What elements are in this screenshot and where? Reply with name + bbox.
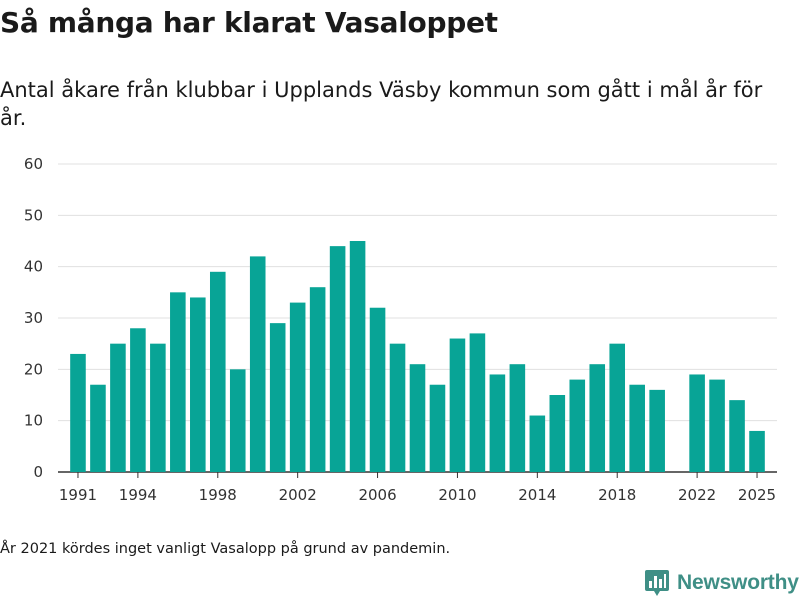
x-tick-label: 2002 (279, 486, 317, 504)
bar-1991: 1991: 23 (70, 353, 86, 472)
bar-1998: 1998: 39 (209, 271, 226, 472)
y-tick-label: 40 (24, 258, 43, 276)
bar-1992: 1992: 17 (90, 384, 106, 472)
bar-1995: 1995: 25 (150, 343, 166, 472)
y-tick-label: 60 (24, 155, 43, 173)
bar-2013: 2013: 21 (509, 364, 526, 472)
bar-2009: 2009: 17 (429, 384, 446, 472)
y-tick-label: 50 (24, 206, 43, 224)
x-tick-label: 2014 (518, 486, 556, 504)
x-tick-label: 2010 (438, 486, 476, 504)
bar-1997: 1997: 34 (190, 297, 206, 472)
bar-2006: 2006: 32 (369, 307, 386, 472)
chart-title: Så många har klarat Vasaloppet (0, 6, 498, 39)
bar-2019: 2019: 17 (629, 384, 645, 472)
bar-2008: 2008: 21 (409, 364, 426, 472)
bar-2023: 2023: 18 (709, 379, 725, 472)
y-tick-label: 10 (24, 412, 43, 430)
y-tick-label: 20 (24, 360, 43, 378)
y-tick-label: 30 (24, 309, 43, 327)
bar-2016: 2016: 18 (569, 379, 586, 472)
bar-2024: 2024: 14 (729, 400, 745, 472)
x-tick-label: 2006 (358, 486, 396, 504)
bar-2017: 2017: 21 (589, 364, 606, 472)
bar-series: 1991: 231992: 171993: 251994: 281995: 25… (70, 241, 765, 472)
bar-2002: 2002: 33 (289, 302, 306, 472)
bar-1993: 1993: 25 (110, 343, 126, 472)
x-tick-label: 2022 (678, 486, 716, 504)
chart-subtitle: Antal åkare från klubbar i Upplands Väsb… (0, 78, 763, 130)
newsworthy-logo: Newsworthy (644, 568, 799, 598)
bar-2000: 2000: 42 (249, 256, 266, 472)
logo-text: Newsworthy (677, 571, 799, 594)
bar-2004: 2004: 44 (329, 246, 346, 472)
x-axis-ticks: 1991 1994 1998 2002 2006 2010 2014 2018 2022 2025 (59, 472, 776, 504)
footnote: År 2021 kördes inget vanligt Vasalopp på… (0, 541, 451, 557)
bar-2001: 2001: 29 (269, 323, 286, 472)
bar-1996: 1996: 35 (170, 292, 186, 472)
bar-chart-badge-icon (645, 570, 669, 596)
bar-2020: 2020: 16 (649, 389, 665, 472)
bar-2007: 2007: 25 (389, 343, 406, 472)
y-tick-label: 0 (33, 463, 43, 481)
bar-2011: 2011: 27 (469, 333, 486, 472)
bar-2025: 2025: 8 (749, 430, 765, 472)
bar-1994: 1994: 28 (130, 328, 146, 472)
x-tick-label: 1994 (119, 486, 157, 504)
bar-2012: 2012: 19 (489, 374, 506, 472)
bar-2018: 2018: 25 (609, 343, 626, 472)
y-axis-ticks: 0 10 20 30 40 50 60 (24, 155, 43, 481)
bar-2015: 2015: 15 (549, 395, 566, 472)
bar-2014: 2014: 11 (529, 415, 546, 472)
x-tick-label: 1998 (199, 486, 237, 504)
x-tick-label: 1991 (59, 486, 97, 504)
bar-2010: 2010: 26 (449, 338, 466, 472)
bar-2003: 2003: 36 (309, 287, 326, 472)
bar-1999: 1999: 20 (229, 369, 246, 472)
bar-2005: 2005: 45 (349, 241, 366, 472)
x-tick-label: 2018 (598, 486, 636, 504)
bar-2022: 2022: 19 (689, 374, 705, 472)
x-tick-label: 2025 (738, 486, 776, 504)
